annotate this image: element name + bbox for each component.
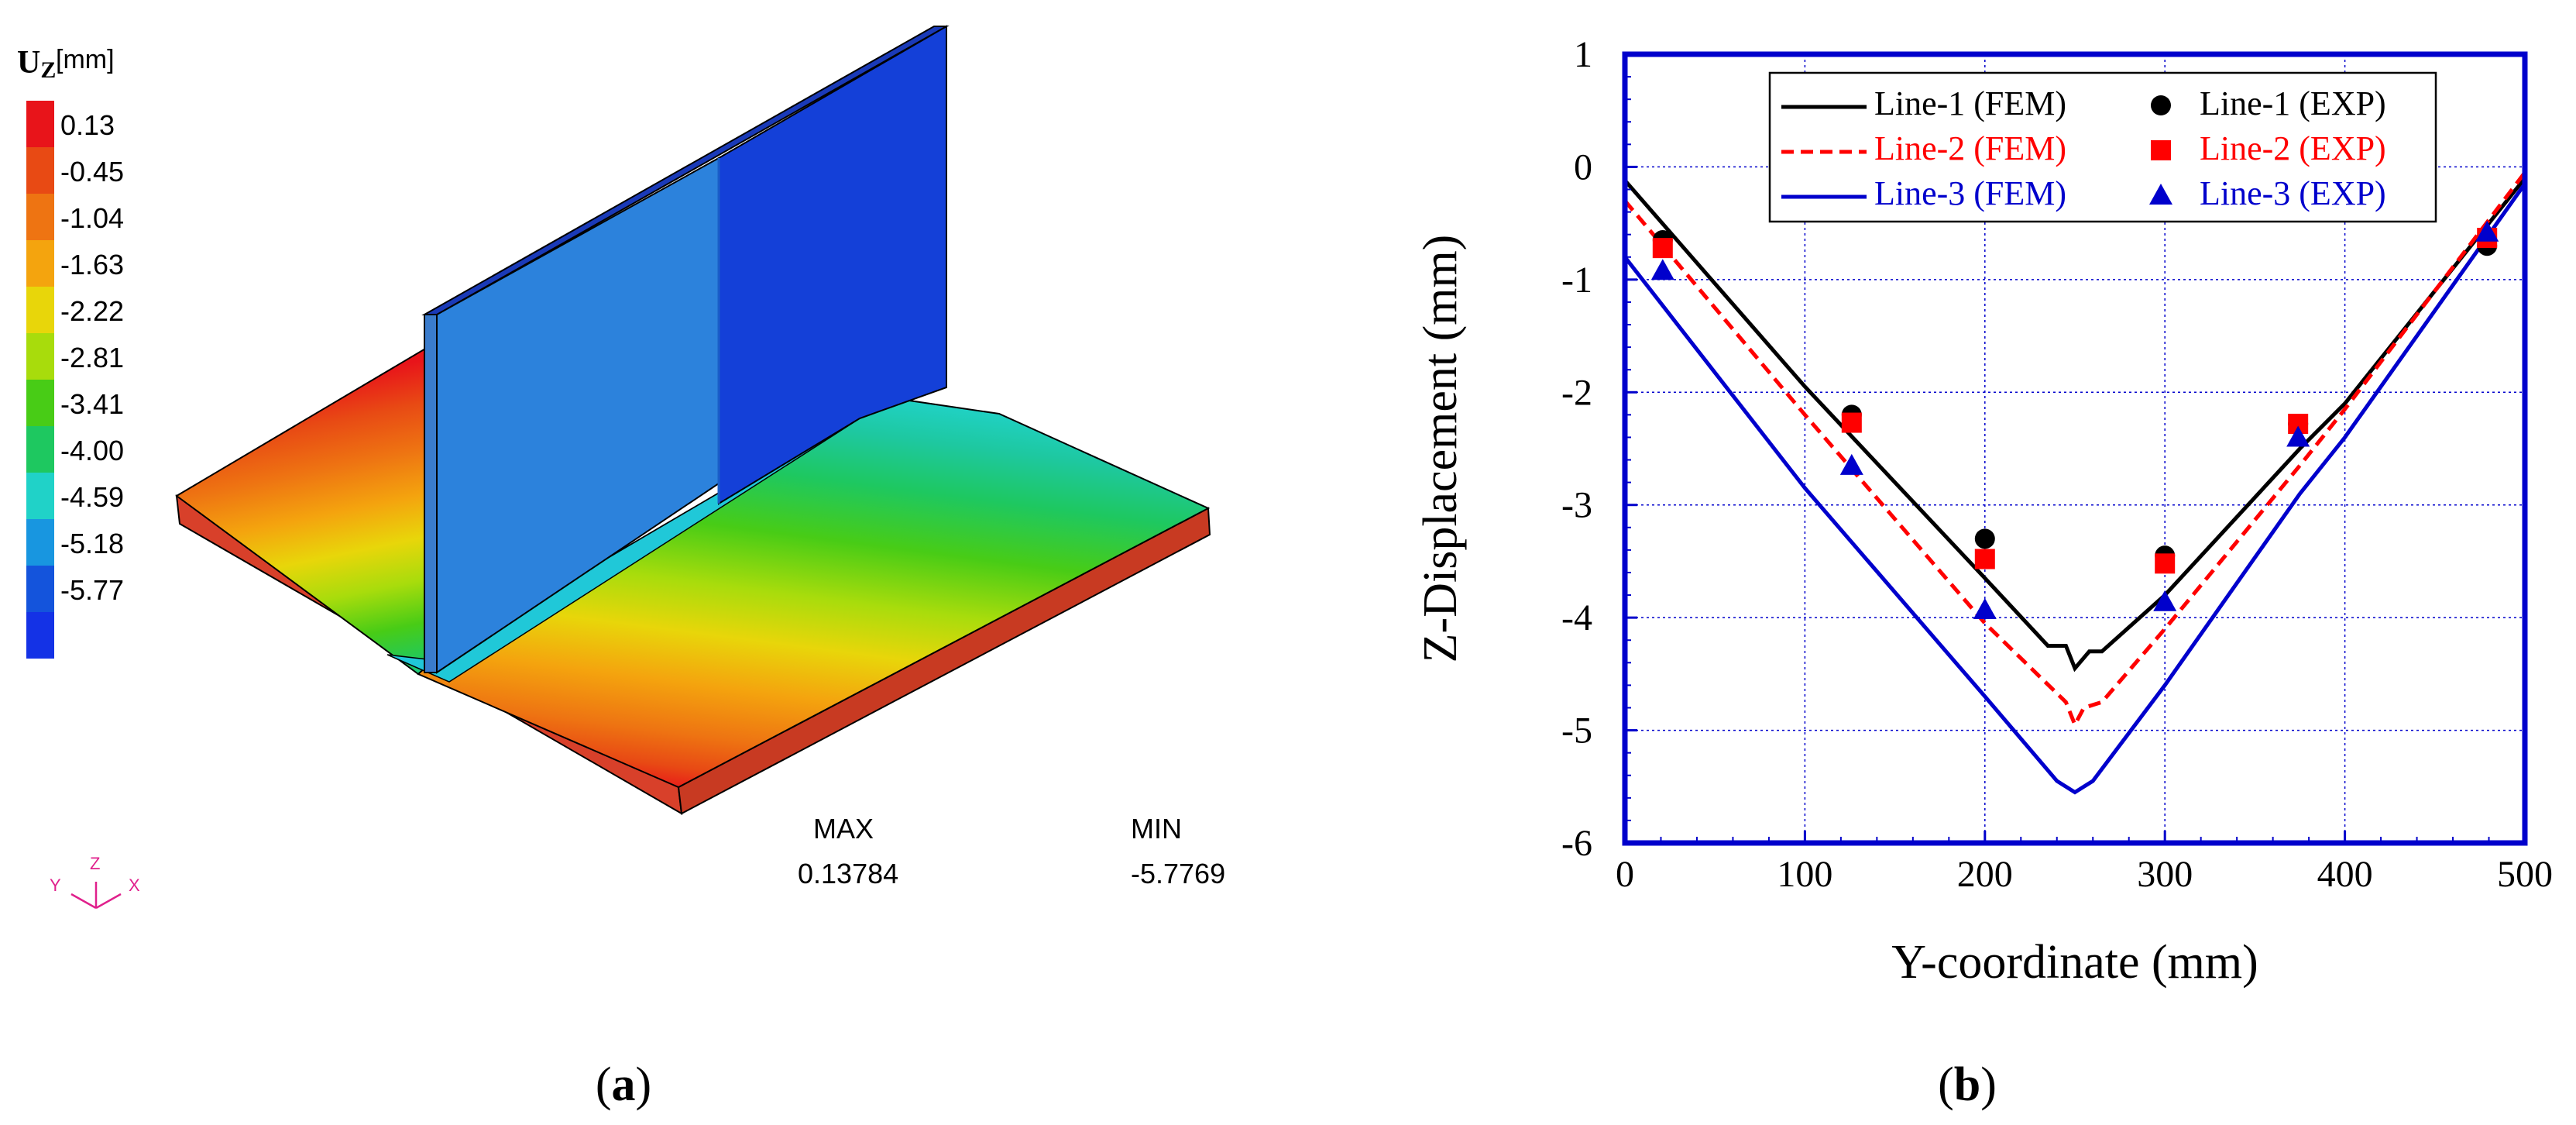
x-tick-label: 500 — [2497, 854, 2553, 895]
x-tick-label: 200 — [1957, 854, 2013, 895]
legend-value: -3.41 — [60, 388, 124, 420]
x-tick-label: 0 — [1616, 854, 1634, 895]
data-point — [2155, 553, 2176, 574]
legend-swatch — [26, 147, 54, 194]
legend-swatch — [26, 612, 54, 659]
legend-value: -0.45 — [60, 156, 124, 188]
chart-legend: Line-1 (FEM) Line-2 (FEM) Line-3 (FEM) Line… — [1768, 71, 2437, 223]
legend-swatch — [26, 519, 54, 566]
legend-entry-label: Line-2 (EXP) — [2200, 129, 2386, 167]
plot-frame — [1622, 51, 2528, 846]
data-point — [1974, 549, 1995, 569]
legend-value: -2.22 — [60, 295, 124, 327]
legend-swatch — [26, 426, 54, 473]
min-label: MIN — [1131, 813, 1182, 845]
legend-marker-sample — [2149, 184, 2172, 205]
legend-value: -4.00 — [60, 435, 124, 466]
x-tick-label: 400 — [2317, 854, 2373, 895]
x-tick-label: 300 — [2137, 854, 2193, 895]
triad-y-label: Y — [50, 876, 61, 895]
data-point — [2475, 220, 2499, 242]
caption-a: (a) — [596, 1058, 651, 1111]
series-line-3 — [1623, 182, 2527, 795]
y-tick-label: -6 — [1561, 823, 1592, 864]
panel-a: UZ [mm] 0.13 -0.45 -1.04 -1.63 -2.22 -2.81 -3.… — [17, 25, 1225, 1111]
legend-swatch — [26, 473, 54, 519]
y-tick-label: -5 — [1561, 710, 1592, 752]
legend-value: -4.59 — [60, 481, 124, 513]
data-point — [1652, 238, 1673, 259]
triad-z-label: Z — [90, 854, 100, 873]
legend-entry-label: Line-3 (EXP) — [2200, 174, 2386, 212]
legend-marker-sample — [2151, 95, 2171, 115]
legend-marker-sample — [2151, 140, 2171, 160]
legend-swatch — [26, 380, 54, 426]
data-point — [2153, 590, 2177, 611]
y-tick-label: 1 — [1574, 34, 1592, 75]
plot-series — [1623, 171, 2527, 795]
y-axis-label: Z-Displacement (mm) — [1414, 235, 1467, 663]
x-tick-label: 100 — [1777, 854, 1832, 895]
y-tick-label: -1 — [1561, 260, 1592, 301]
y-tick-label: -2 — [1561, 372, 1592, 413]
data-point — [1839, 453, 1863, 475]
panel-b: 0 100 200 300 400 500 1 0 -1 -2 -3 -4 -5 -6 Line-1 (F… — [1414, 34, 2553, 1111]
y-tick-label: 0 — [1574, 146, 1592, 188]
legend-entry-label: Line-2 (FEM) — [1874, 129, 2066, 167]
max-label: MAX — [813, 813, 874, 845]
legend-value: 0.13 — [60, 109, 115, 141]
legend-entry-label: Line-1 (EXP) — [2200, 84, 2386, 122]
data-point — [1650, 259, 1674, 280]
caption-b: (b) — [1938, 1058, 1997, 1111]
axis-triad-icon — [70, 882, 122, 910]
x-axis-label: Y-coordinate (mm) — [1891, 936, 2258, 989]
axis-ticks: 0 100 200 300 400 500 1 0 -1 -2 -3 -4 -5 -6 — [1561, 34, 2553, 895]
legend-title: UZ — [17, 45, 56, 83]
legend-value: -5.77 — [60, 574, 124, 606]
legend-swatch — [26, 287, 54, 333]
legend-unit: [mm] — [56, 45, 115, 74]
legend-value: -5.18 — [60, 528, 124, 559]
legend-swatch — [26, 333, 54, 380]
legend-box — [1768, 71, 2437, 223]
fem-model-3d — [175, 25, 1211, 815]
data-point — [1841, 412, 1862, 433]
legend-entry-label: Line-3 (FEM) — [1874, 174, 2066, 212]
data-point — [1974, 528, 1995, 549]
min-value: -5.7769 — [1131, 858, 1225, 889]
y-tick-label: -4 — [1561, 597, 1592, 638]
legend-swatch — [26, 566, 54, 612]
legend-value: -1.04 — [60, 202, 124, 234]
series-line-2 — [1623, 171, 2526, 730]
data-point — [2286, 425, 2310, 447]
triad-x-label: X — [129, 876, 140, 895]
y-tick-label: -3 — [1561, 485, 1592, 526]
legend-entry-label: Line-1 (FEM) — [1874, 84, 2066, 122]
max-value: 0.13784 — [798, 858, 898, 889]
legend-value: -2.81 — [60, 342, 124, 373]
color-legend — [26, 101, 54, 659]
data-point — [1973, 597, 1997, 619]
legend-swatch — [26, 101, 54, 147]
color-legend-labels: 0.13 -0.45 -1.04 -1.63 -2.22 -2.81 -3.41 -4.00 -… — [60, 109, 124, 606]
series-line-1 — [1623, 177, 2526, 673]
legend-swatch — [26, 240, 54, 287]
legend-value: -1.63 — [60, 249, 124, 280]
legend-swatch — [26, 194, 54, 240]
